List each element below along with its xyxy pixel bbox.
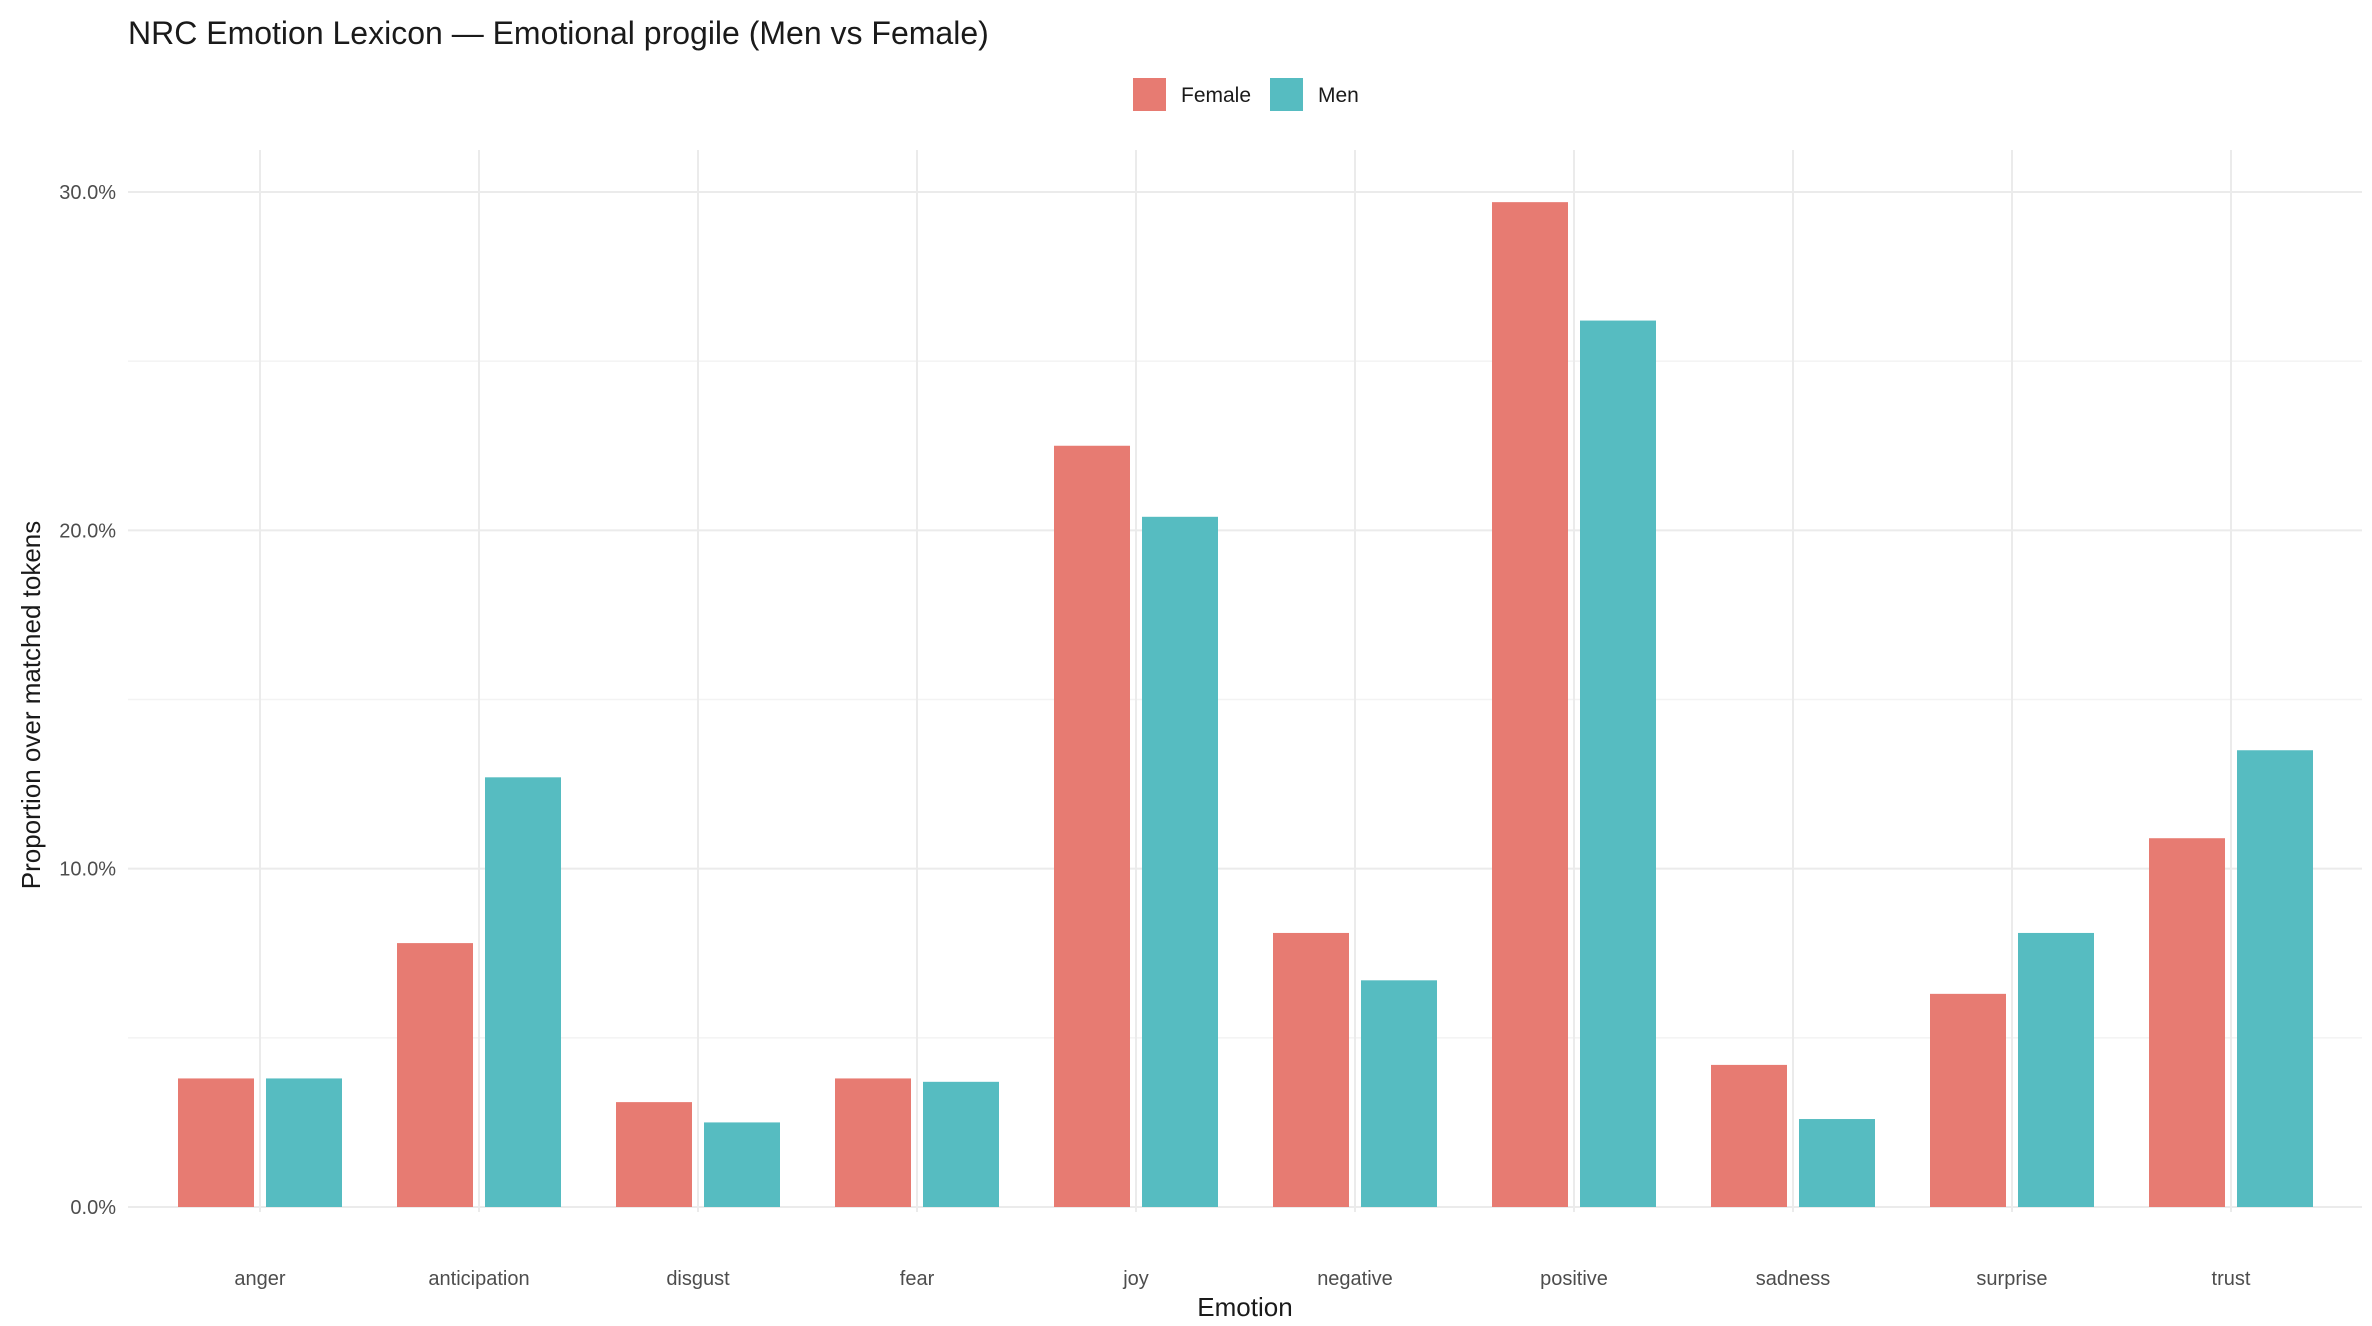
bar-men-sadness <box>1799 1119 1875 1207</box>
y-tick-label: 30.0% <box>59 182 116 204</box>
x-tick-label: trust <box>2212 1268 2251 1290</box>
bar-female-negative <box>1273 932 1349 1207</box>
bar-female-joy <box>1054 445 1130 1207</box>
chart-title: NRC Emotion Lexicon — Emotional progile … <box>128 15 989 51</box>
legend: Female Men <box>1133 78 1359 111</box>
y-axis-ticks: 0.0% 10.0% 20.0% 30.0% <box>59 182 116 1219</box>
bar-men-fear <box>923 1081 999 1207</box>
x-tick-label: anticipation <box>428 1268 529 1290</box>
grid <box>128 150 2362 1212</box>
y-tick-label: 20.0% <box>59 520 116 542</box>
x-tick-label: disgust <box>666 1268 730 1290</box>
x-tick-label: sadness <box>1756 1268 1831 1290</box>
legend-label-female: Female <box>1181 84 1251 107</box>
legend-label-men: Men <box>1318 84 1359 107</box>
x-tick-label: joy <box>1122 1268 1149 1290</box>
bar-female-fear <box>835 1078 911 1207</box>
bar-men-anticipation <box>485 777 561 1207</box>
bar-female-anticipation <box>397 943 473 1207</box>
x-tick-label: negative <box>1317 1268 1393 1290</box>
bar-men-joy <box>1142 516 1218 1207</box>
y-tick-label: 0.0% <box>70 1197 116 1219</box>
bar-female-positive <box>1492 202 1568 1207</box>
bar-men-anger <box>266 1078 342 1207</box>
bar-female-surprise <box>1930 993 2006 1207</box>
x-tick-label: positive <box>1540 1268 1608 1290</box>
bar-female-sadness <box>1711 1064 1787 1207</box>
bar-men-trust <box>2237 750 2313 1207</box>
bar-female-anger <box>178 1078 254 1207</box>
bar-female-disgust <box>616 1102 692 1207</box>
legend-key-men <box>1270 78 1303 111</box>
x-tick-label: surprise <box>1976 1268 2047 1290</box>
bar-men-negative <box>1361 980 1437 1207</box>
bar-men-surprise <box>2018 932 2094 1207</box>
bars <box>178 202 2313 1208</box>
x-axis-title: Emotion <box>1197 1292 1292 1322</box>
y-axis-title: Proportion over matched tokens <box>16 521 46 890</box>
legend-key-female <box>1133 78 1166 111</box>
bar-men-positive <box>1580 320 1656 1208</box>
x-axis-ticks: anger anticipation disgust fear joy negative p… <box>234 1268 2250 1290</box>
bar-men-disgust <box>704 1122 780 1207</box>
bar-female-trust <box>2149 838 2225 1207</box>
x-tick-label: anger <box>234 1268 285 1290</box>
x-tick-label: fear <box>900 1268 935 1290</box>
y-tick-label: 10.0% <box>59 859 116 881</box>
